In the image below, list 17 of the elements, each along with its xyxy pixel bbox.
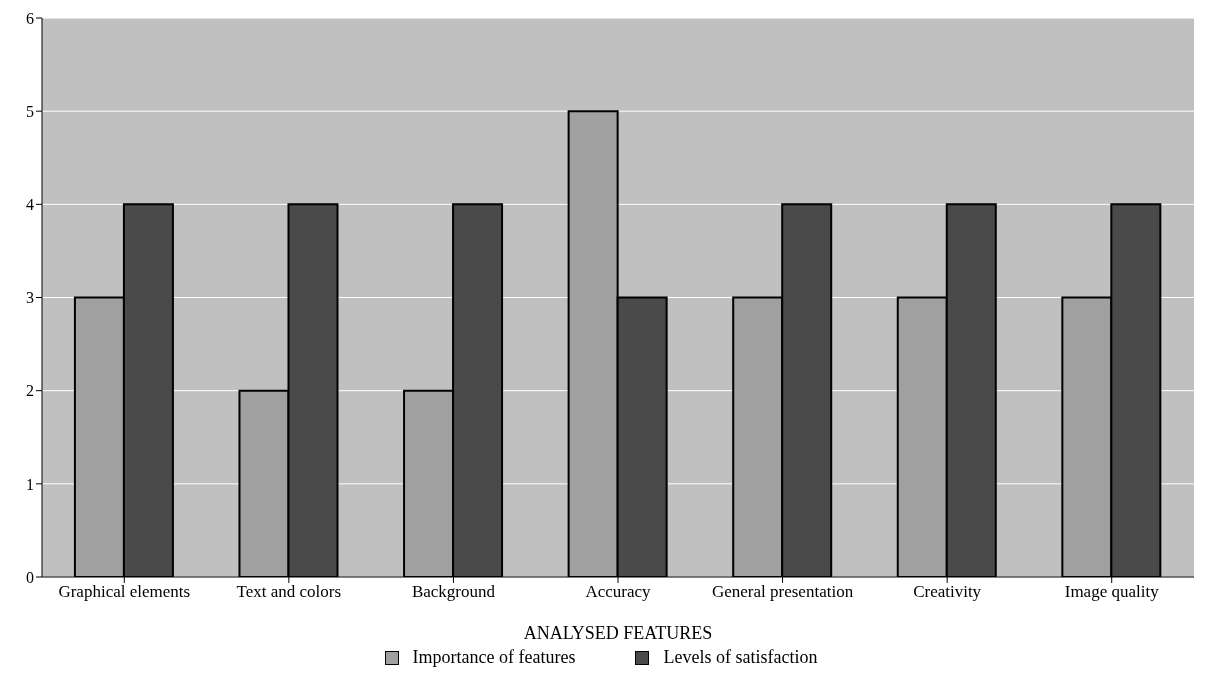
x-tick-label: General presentation: [712, 582, 854, 602]
x-tick-label: Image quality: [1064, 582, 1160, 602]
y-tick-label: 2: [26, 382, 34, 400]
x-tick-label: Graphical elements: [58, 582, 191, 602]
x-tick-label: Text and colors: [236, 582, 342, 602]
legend-label: Importance of features: [411, 647, 576, 668]
y-tick-label: 0: [26, 568, 34, 586]
y-tick-label: 1: [26, 475, 34, 493]
y-tick-label: 4: [26, 196, 34, 214]
x-tick-label: Creativity: [913, 582, 982, 602]
x-tick-label: Accuracy: [585, 582, 652, 602]
legend-label: Levels of satisfaction: [662, 647, 818, 668]
y-tick-label: 5: [26, 102, 34, 120]
y-tick-label: 6: [26, 9, 34, 27]
y-tick-label: 3: [26, 289, 34, 307]
x-tick-label: Background: [411, 582, 496, 602]
x-axis-title: ANALYSED FEATURES: [523, 623, 713, 643]
